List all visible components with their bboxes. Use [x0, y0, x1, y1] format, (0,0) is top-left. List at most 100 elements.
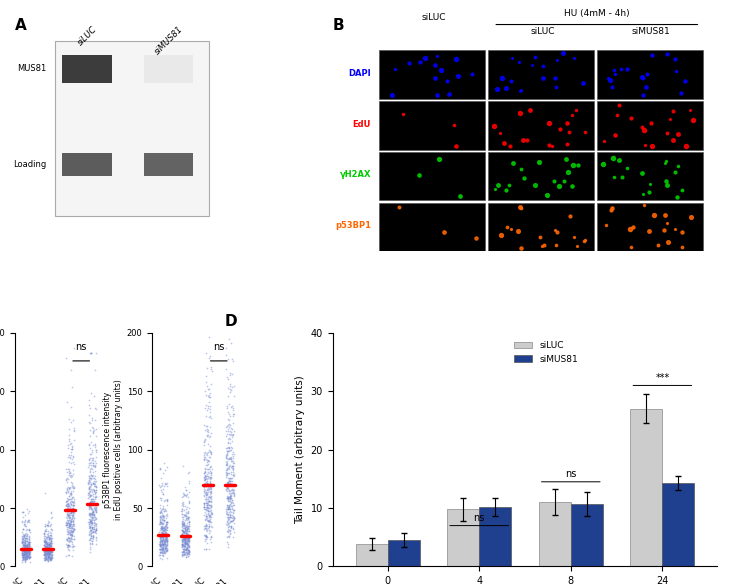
Point [40, 542, 51, 551]
Point [20, 550, 32, 559]
Point [86, 471, 97, 480]
Point [38, 543, 50, 552]
Point [159, 534, 171, 544]
Point [222, 451, 234, 460]
Point [64, 489, 76, 498]
Point [16, 548, 28, 557]
Point [45, 550, 57, 559]
Point [154, 544, 166, 554]
Point [159, 544, 171, 553]
Point [20, 534, 31, 543]
Point [86, 522, 98, 531]
Point [19, 556, 31, 565]
Point [89, 499, 100, 508]
Point [63, 550, 75, 559]
Point [223, 493, 234, 503]
Point [223, 493, 235, 503]
Point [202, 509, 214, 519]
Point [155, 544, 167, 553]
Point [205, 487, 217, 496]
Point [85, 470, 97, 479]
Point [154, 535, 166, 544]
Point [20, 554, 31, 564]
Point [64, 508, 75, 517]
Point [160, 535, 171, 544]
Point [89, 527, 101, 536]
Point [198, 524, 210, 534]
Point [177, 528, 189, 537]
Point [223, 454, 234, 463]
Point [84, 473, 96, 482]
Point [198, 499, 210, 508]
Point [157, 551, 168, 561]
Text: HU (4mM - 4h): HU (4mM - 4h) [564, 9, 630, 18]
Point [206, 507, 217, 517]
Point [39, 544, 51, 554]
Point [203, 303, 215, 312]
Point [200, 495, 212, 504]
Point [220, 507, 232, 516]
Point [67, 505, 79, 515]
Point [85, 520, 97, 529]
Point [86, 534, 98, 543]
Point [160, 510, 172, 520]
Point [67, 465, 78, 474]
Point [200, 533, 212, 542]
Point [20, 542, 32, 551]
Point [226, 485, 238, 494]
Point [221, 537, 233, 546]
Point [182, 537, 193, 546]
Point [157, 533, 169, 543]
Point [225, 505, 237, 514]
Point [23, 550, 35, 559]
Point [179, 539, 190, 548]
Point [228, 412, 239, 421]
Point [221, 517, 233, 527]
Point [222, 437, 234, 447]
Point [199, 435, 211, 444]
Point [64, 515, 76, 524]
Point [43, 535, 55, 544]
Point [182, 533, 193, 543]
Point [84, 547, 96, 556]
Point [183, 488, 195, 497]
Point [177, 527, 189, 536]
Point [157, 543, 168, 552]
Point [18, 548, 30, 558]
Point [68, 506, 80, 516]
Point [40, 545, 51, 555]
Point [162, 517, 173, 527]
Point [84, 535, 96, 544]
Point [84, 498, 96, 507]
Point [176, 505, 188, 514]
Point [154, 519, 166, 529]
Point [158, 458, 170, 467]
Point [203, 496, 214, 505]
Point [203, 487, 215, 496]
Point [83, 520, 94, 529]
Point [67, 492, 79, 502]
Point [180, 545, 192, 554]
Point [178, 547, 190, 557]
Point [228, 381, 239, 391]
Point [205, 483, 217, 492]
Point [45, 554, 56, 563]
Point [89, 527, 100, 537]
Point [39, 553, 51, 562]
Point [198, 498, 210, 507]
Point [67, 512, 78, 521]
Point [222, 539, 234, 548]
Point [156, 540, 168, 550]
Point [183, 517, 195, 527]
Point [161, 517, 173, 527]
Point [154, 508, 165, 517]
Point [39, 549, 51, 558]
Point [203, 433, 214, 442]
Point [221, 507, 233, 516]
Point [20, 549, 32, 558]
Point [44, 541, 56, 550]
Point [23, 544, 35, 553]
Point [199, 521, 211, 530]
Point [198, 450, 210, 460]
Point [45, 544, 56, 554]
